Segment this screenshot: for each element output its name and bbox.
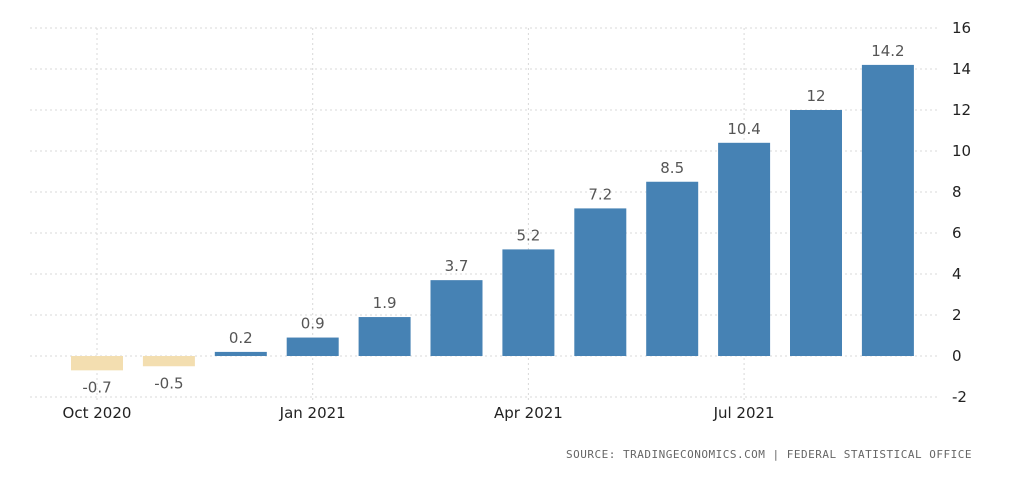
y-tick-label: 6 (952, 224, 962, 242)
bar-chart: -0.7 -0.50.20.91.93.75.27.28.510.41214.2 … (30, 19, 971, 422)
bars (71, 64, 914, 371)
y-tick-label: 10 (952, 142, 971, 160)
bar (790, 110, 842, 356)
data-label: -0.7 (82, 378, 111, 396)
y-tick-label: 0 (952, 347, 962, 365)
y-tick-label: 2 (952, 306, 962, 324)
data-label: 1.9 (373, 294, 397, 312)
x-tick-label: Oct 2020 (63, 404, 132, 422)
source-note: SOURCE: TRADINGECONOMICS.COM | FEDERAL S… (566, 448, 972, 461)
y-tick-label: 16 (952, 19, 971, 37)
bar (502, 249, 555, 356)
bar (142, 356, 195, 367)
x-tick-label: Jan 2021 (279, 404, 346, 422)
y-tick-label: -2 (952, 388, 967, 406)
bar (574, 208, 627, 356)
y-tick-label: 14 (952, 60, 971, 78)
data-label: 12 (806, 87, 825, 105)
data-label: 0.9 (301, 315, 325, 333)
x-tick-label: Jul 2021 (713, 404, 775, 422)
data-label: 5.2 (516, 226, 540, 244)
data-label: 3.7 (445, 257, 469, 275)
bar (430, 280, 483, 356)
y-tick-label: 8 (952, 183, 962, 201)
data-label: 10.4 (727, 120, 760, 138)
data-label: -0.5 (154, 374, 183, 392)
data-labels: -0.7 -0.5 0.2 0.9 1.9 3.7 5.2 7.2 8.5 10.4 12 14.2 (82, 42, 904, 396)
y-tick-label: 12 (952, 101, 971, 119)
bar (358, 317, 411, 356)
data-label: 7.2 (588, 185, 612, 203)
bar (214, 351, 267, 356)
data-label: 0.2 (229, 329, 253, 347)
data-label: 8.5 (660, 159, 684, 177)
y-axis: 16 14 12 10 8 6 4 2 0 -2 (952, 19, 971, 406)
data-label: 14.2 (871, 42, 904, 60)
y-tick-label: 4 (952, 265, 962, 283)
x-axis: Oct 2020 Jan 2021 Apr 2021 Jul 2021 (63, 404, 775, 422)
bar (286, 337, 339, 356)
x-tick-label: Apr 2021 (494, 404, 563, 422)
bar (861, 64, 914, 357)
bar (71, 356, 123, 371)
bar (718, 142, 771, 356)
bar (646, 181, 699, 356)
